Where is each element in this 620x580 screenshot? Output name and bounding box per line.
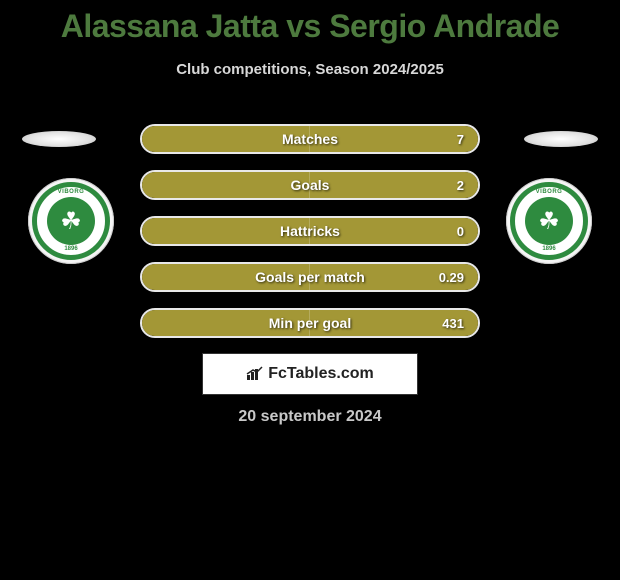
snapshot-date: 20 september 2024 — [238, 408, 381, 426]
stat-row: Goals 2 — [140, 170, 480, 200]
season-subtitle: Club competitions, Season 2024/2025 — [0, 61, 620, 78]
stat-value: 2 — [457, 178, 464, 193]
club-badge-left: VIBORG ☘ 1896 — [28, 178, 114, 264]
stat-value: 431 — [442, 316, 464, 331]
chart-icon — [246, 366, 264, 383]
player-placeholder-left — [22, 131, 96, 147]
stat-label: Goals per match — [255, 269, 365, 285]
stat-label: Goals — [291, 177, 330, 193]
stat-row: Min per goal 431 — [140, 308, 480, 338]
badge-year: 1896 — [64, 246, 77, 252]
badge-center-icon: ☘ — [525, 197, 573, 245]
stat-label: Matches — [282, 131, 338, 147]
fctables-watermark: FcTables.com — [202, 353, 418, 395]
comparison-title: Alassana Jatta vs Sergio Andrade — [0, 0, 620, 45]
badge-outer-ring: VIBORG ☘ 1896 — [28, 178, 114, 264]
stat-bar-left — [142, 172, 310, 198]
badge-green-ring: VIBORG ☘ 1896 — [32, 182, 110, 260]
stat-row: Goals per match 0.29 — [140, 262, 480, 292]
stat-value: 0.29 — [439, 270, 464, 285]
player-placeholder-right — [524, 131, 598, 147]
stat-row: Hattricks 0 — [140, 216, 480, 246]
badge-year: 1896 — [542, 246, 555, 252]
stat-value: 7 — [457, 132, 464, 147]
stat-row: Matches 7 — [140, 124, 480, 154]
badge-center-icon: ☘ — [47, 197, 95, 245]
club-badge-right: VIBORG ☘ 1896 — [506, 178, 592, 264]
badge-club-name: VIBORG — [536, 189, 563, 195]
stat-bar-right — [310, 172, 478, 198]
badge-club-name: VIBORG — [58, 189, 85, 195]
stat-label: Min per goal — [269, 315, 351, 331]
stat-label: Hattricks — [280, 223, 340, 239]
stat-value: 0 — [457, 224, 464, 239]
badge-outer-ring: VIBORG ☘ 1896 — [506, 178, 592, 264]
badge-green-ring: VIBORG ☘ 1896 — [510, 182, 588, 260]
stats-list: Matches 7 Goals 2 Hattricks 0 Goals per … — [140, 124, 480, 354]
watermark-text: FcTables.com — [268, 365, 374, 383]
